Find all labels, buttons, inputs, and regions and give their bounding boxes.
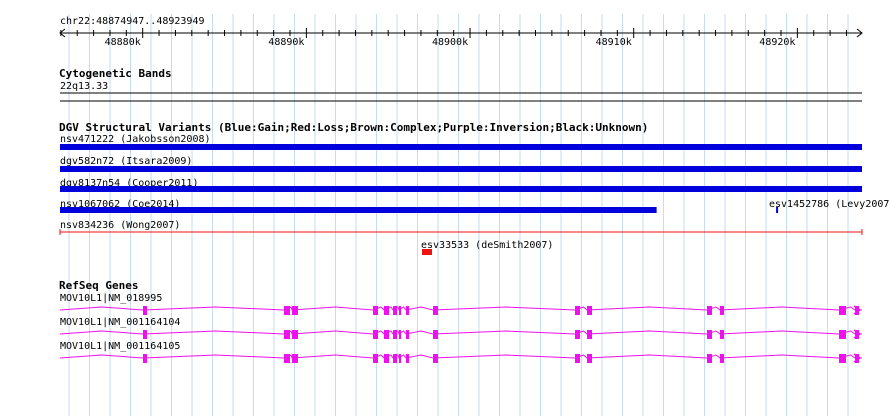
gene-exon (707, 306, 712, 315)
gene-exon (399, 354, 401, 363)
gene-exon (284, 354, 290, 363)
gene-exon (393, 354, 397, 363)
gene-intron-line (59, 354, 862, 359)
gene-exon (720, 330, 724, 339)
gene-exon (384, 330, 389, 339)
refseq-track-title[interactable]: RefSeq Genes (59, 279, 139, 292)
gene-strand-arrow (853, 353, 862, 363)
gene-exon (707, 354, 712, 363)
gene-exon (587, 330, 592, 339)
dgv-variant-bar (776, 207, 779, 213)
tick-label: 48910k (595, 37, 632, 48)
gene-exon (284, 330, 290, 339)
gene-exon (143, 330, 147, 339)
gene-exon (384, 306, 389, 315)
gene-exon (707, 330, 712, 339)
gene-exon (839, 354, 846, 363)
gene-exon (855, 330, 859, 339)
gene-intron-line (59, 330, 862, 335)
dgv-variant-label[interactable]: nsv1067062 (Coe2014) (60, 199, 181, 210)
dgv-variant-label[interactable]: dgv582n72 (Itsara2009) (60, 156, 193, 167)
gene-exon (406, 330, 409, 339)
dgv-variant-label[interactable]: nsv834236 (Wong2007) (60, 220, 181, 231)
dgv-variant-label[interactable]: esv33533 (deSmith2007) (421, 240, 554, 251)
gene-exon (720, 354, 724, 363)
dgv-variant-label[interactable]: nsv471222 (Jakobsson2008) (60, 134, 211, 145)
gene-intron-line (59, 306, 862, 311)
tick-label: 48900k (431, 37, 469, 48)
gene-exon (720, 306, 724, 315)
dgv-variant-label[interactable]: dgv8137n54 (Cooper2011) (60, 178, 199, 189)
ruler-left-arrow (59, 28, 66, 38)
dgv-variant-bar (60, 207, 657, 213)
gene-exon (575, 354, 580, 363)
gene-exon (393, 306, 397, 315)
gene-label[interactable]: MOV10L1|NM_018995 (60, 293, 163, 304)
gene-exon (373, 306, 378, 315)
dgv-variant-bar (60, 144, 862, 150)
dgv-variant-bar (60, 166, 862, 172)
gene-label[interactable]: MOV10L1|NM_001164105 (60, 341, 181, 352)
cytoband-label: 22q13.33 (60, 81, 109, 92)
gene-exon (373, 330, 378, 339)
gene-label[interactable]: MOV10L1|NM_001164104 (60, 317, 181, 328)
gene-exon (284, 306, 290, 315)
gene-exon (384, 354, 389, 363)
gene-exon (406, 354, 409, 363)
gene-exon (587, 306, 592, 315)
gene-exon (839, 306, 846, 315)
ruler-right-arrow (856, 28, 863, 38)
gene-exon (575, 330, 580, 339)
gene-exon (587, 354, 592, 363)
gene-exon (855, 354, 859, 363)
gene-exon (399, 330, 401, 339)
gene-exon (292, 306, 298, 315)
tick-label: 48920k (759, 37, 796, 48)
gene-exon (433, 306, 438, 315)
gene-exon (399, 306, 401, 315)
dgv-track-title[interactable]: DGV Structural Variants (Blue:Gain;Red:L… (59, 121, 649, 134)
gene-exon (292, 330, 298, 339)
gene-exon (373, 354, 378, 363)
tick-label: 48890k (268, 37, 305, 48)
gene-exon (855, 306, 859, 315)
gene-exon (143, 306, 147, 315)
gene-exon (575, 306, 580, 315)
gene-exon (143, 354, 147, 363)
gene-exon (292, 354, 298, 363)
dgv-variant-label[interactable]: esv1452786 (Levy2007) (769, 199, 890, 210)
dgv-variant-bar (60, 186, 862, 192)
gene-strand-arrow (853, 305, 862, 315)
location-label: chr22:48874947..48923949 (60, 16, 205, 27)
gene-exon (433, 354, 438, 363)
cytoband-track-title[interactable]: Cytogenetic Bands (59, 67, 172, 80)
tick-label: 48880k (104, 37, 141, 48)
gene-strand-arrow (853, 329, 862, 339)
gene-exon (839, 330, 846, 339)
gene-exon (433, 330, 438, 339)
dgv-variant-bar (422, 249, 432, 255)
gene-exon (393, 330, 397, 339)
gene-exon (406, 306, 409, 315)
